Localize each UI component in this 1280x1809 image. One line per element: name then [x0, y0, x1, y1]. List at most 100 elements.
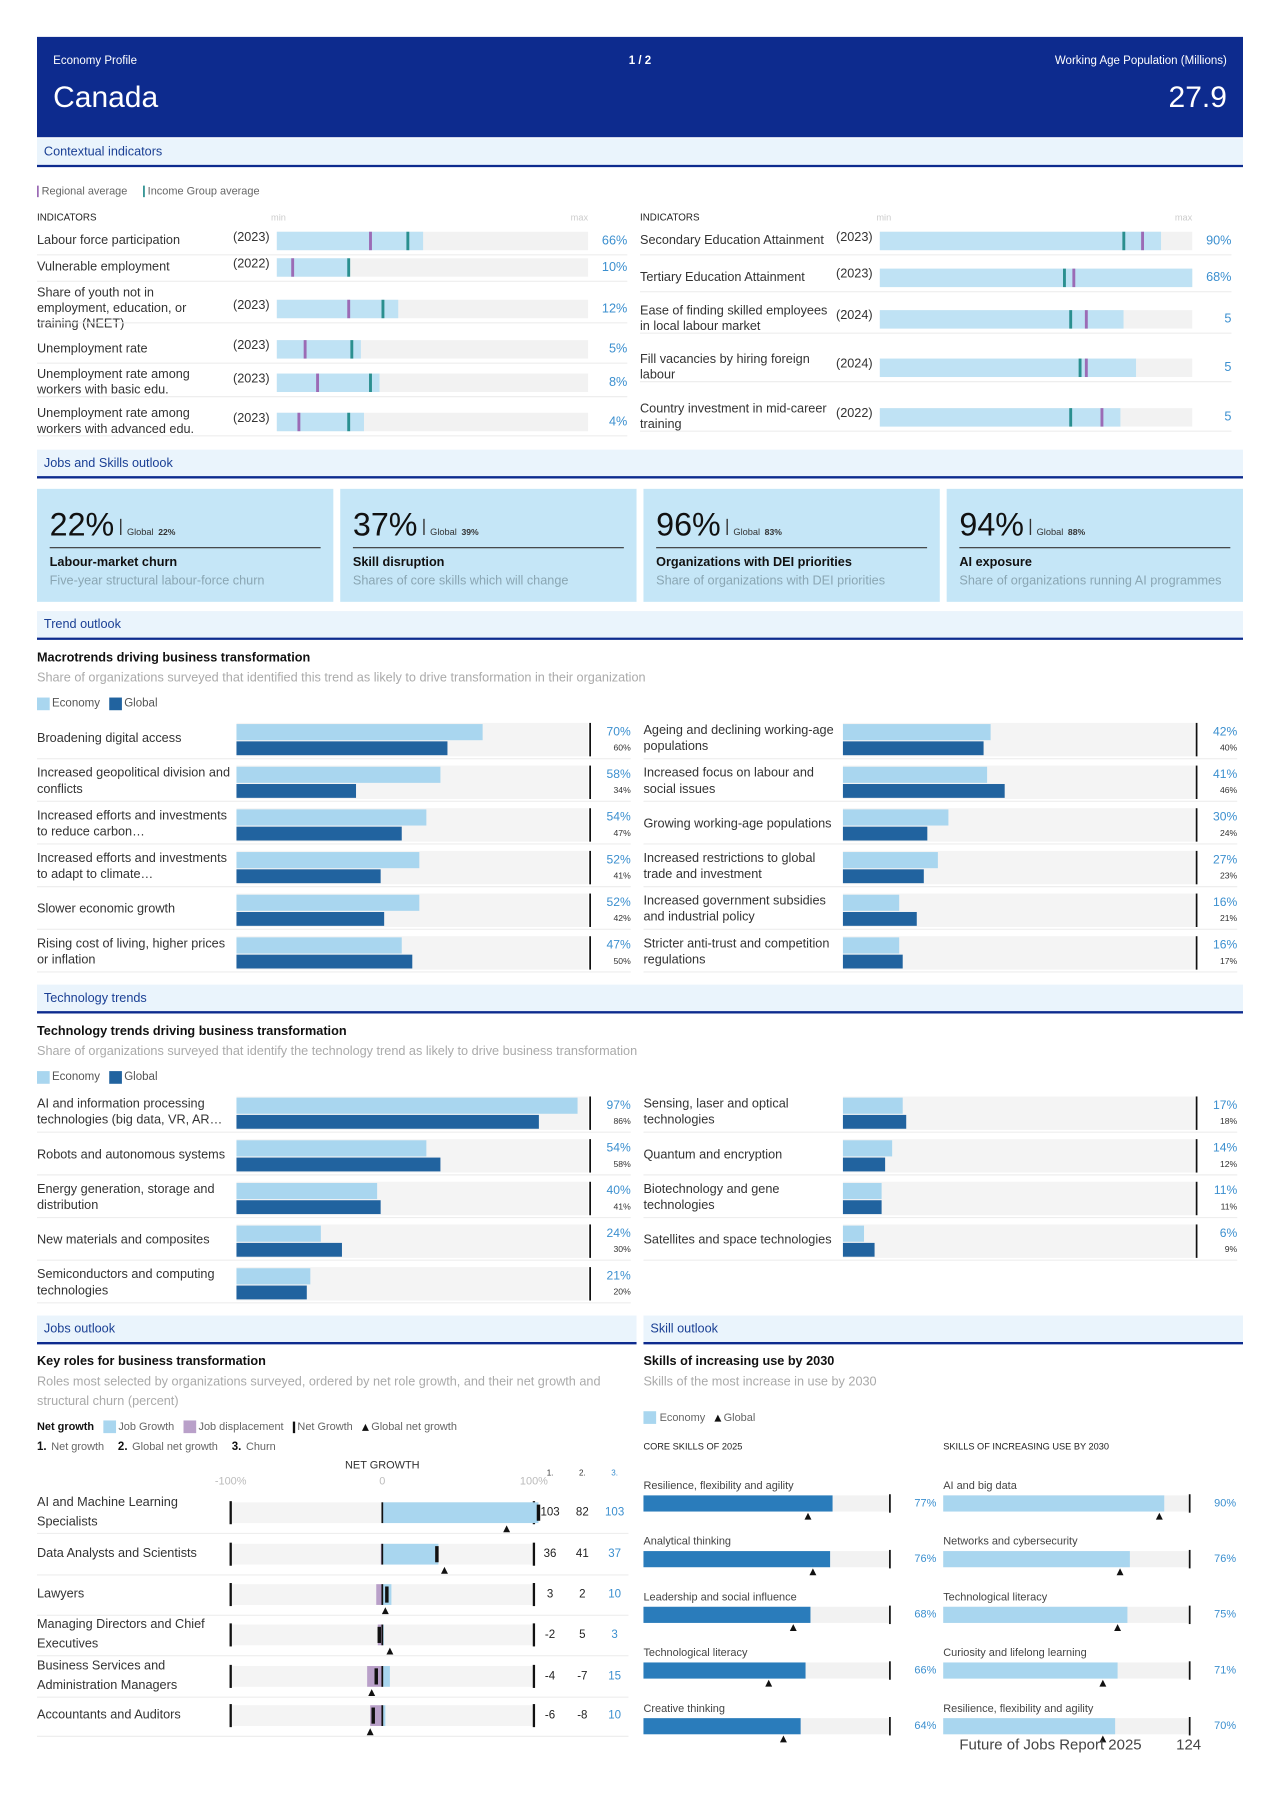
- economy-bar: [236, 1268, 311, 1285]
- card-value: 22%: [50, 506, 115, 542]
- global-marker: [1099, 1679, 1107, 1687]
- label: Working Age Population (Millions): [1055, 55, 1227, 67]
- value-label: 17%: [1220, 956, 1238, 966]
- value-label: 77%: [914, 1497, 936, 1509]
- category-label: Robots and autonomous systems: [37, 1148, 225, 1162]
- legend-swatch: [37, 697, 50, 711]
- value-label: 27%: [1213, 852, 1237, 866]
- indicator-value: 4%: [609, 414, 627, 428]
- key-number: 3.: [232, 1441, 242, 1453]
- column-head: 3.: [611, 1469, 618, 1478]
- global-net-growth: [366, 1728, 374, 1736]
- card-divider: [423, 518, 425, 535]
- global-bar: [842, 1200, 882, 1215]
- axis-end: [532, 1542, 536, 1566]
- max-line: [1195, 1224, 1198, 1258]
- value-label: 42%: [614, 913, 632, 923]
- legend-label: Job Growth: [118, 1421, 174, 1433]
- indicator-bar: [276, 299, 399, 319]
- indicator-bar: [879, 310, 1124, 329]
- category-label: Increased geopolitical division and conf…: [37, 766, 234, 796]
- axis-end: [229, 1664, 232, 1688]
- x-tick-label: 100%: [520, 1475, 548, 1487]
- regional-average: [1072, 268, 1076, 288]
- value-label: 60%: [614, 743, 632, 753]
- value-label: 76%: [914, 1553, 936, 1565]
- category-label: Semiconductors and computing technologie…: [37, 1268, 218, 1298]
- skill-name: Resilience, flexibility and agility: [943, 1703, 1094, 1715]
- card: [946, 488, 1243, 602]
- zero-line: [381, 1705, 384, 1726]
- economy-bar: [842, 724, 991, 741]
- role-number: -7: [577, 1670, 587, 1682]
- role-number: 10: [608, 1710, 621, 1722]
- global-net-growth: [381, 1607, 389, 1615]
- income-group-average: [1069, 310, 1073, 329]
- indicator-year: (2023): [233, 298, 270, 312]
- economy-bar: [236, 894, 420, 911]
- role-name: Managing Directors and Chief Executives: [37, 1617, 208, 1651]
- role-name: Lawyers: [37, 1587, 84, 1601]
- category-label: Increased efforts and investments to red…: [37, 809, 230, 839]
- value-label: 40%: [1220, 743, 1238, 753]
- value-label: 41%: [614, 1201, 632, 1211]
- value-label: 70%: [607, 724, 631, 738]
- value-label: 68%: [914, 1609, 936, 1621]
- category-label: Increased restrictions to global trade a…: [643, 851, 818, 881]
- category-label: Ageing and declining working-age populat…: [643, 723, 837, 753]
- legend-label: Global: [124, 1071, 157, 1083]
- axis-end: [532, 1704, 536, 1728]
- skill-bar: [943, 1495, 1165, 1512]
- card-divider: [726, 518, 728, 535]
- chart-title: Technology trends driving business trans…: [37, 1024, 347, 1038]
- section-bar: [37, 984, 1243, 1013]
- regional-average: [1100, 408, 1104, 427]
- economy-bar: [236, 1097, 578, 1114]
- chart-subtitle: Skills of the most increase in use by 20…: [643, 1375, 876, 1389]
- role-name: Business Services and Administration Man…: [37, 1659, 177, 1693]
- category-label: Growing working-age populations: [643, 817, 831, 831]
- role-name: Data Analysts and Scientists: [37, 1547, 197, 1561]
- max-line: [889, 1494, 891, 1513]
- label: 1 / 2: [629, 55, 651, 67]
- net-growth-tick: [377, 1626, 382, 1643]
- zero-line: [381, 1666, 384, 1687]
- label: INDICATORS: [37, 213, 97, 224]
- job-growth-bar: [382, 1705, 386, 1726]
- skill-name: Networks and cybersecurity: [943, 1536, 1078, 1548]
- max-line: [589, 850, 591, 885]
- max-line: [1195, 1096, 1198, 1130]
- skill-bar: [643, 1495, 833, 1512]
- chart-title: Skills of increasing use by 2030: [643, 1354, 834, 1368]
- value-label: 90%: [1214, 1497, 1236, 1509]
- role-number: 2: [579, 1589, 585, 1601]
- card-value: 37%: [353, 506, 418, 542]
- value-label: 9%: [1225, 1244, 1238, 1254]
- net-growth-tick: [536, 1504, 541, 1521]
- indicator-year: (2024): [836, 357, 873, 371]
- value-label: 58%: [614, 1159, 632, 1169]
- net-growth-tick: [435, 1546, 439, 1563]
- card-description: Five-year structural labour-force churn: [50, 573, 265, 587]
- max-line: [1195, 893, 1198, 927]
- x-tick-label: -100%: [215, 1475, 247, 1487]
- value-label: 52%: [607, 852, 631, 866]
- label: max: [571, 212, 589, 222]
- value-label: 76%: [1214, 1553, 1236, 1565]
- zero-line: [381, 1624, 384, 1646]
- key-number: 1.: [37, 1441, 47, 1453]
- role-number: 103: [540, 1507, 559, 1519]
- zero-line: [381, 1502, 384, 1524]
- category-label: Sensing, laser and optical technologies: [643, 1097, 792, 1127]
- global-bar: [236, 1285, 307, 1300]
- value-label: 34%: [614, 785, 632, 795]
- income-group-average: [1078, 358, 1082, 378]
- legend-net: [292, 1421, 296, 1434]
- skill-name: Leadership and social influence: [643, 1591, 796, 1603]
- indicator-bar: [879, 268, 1193, 288]
- x-tick-label: 0: [379, 1475, 385, 1487]
- section-title: Skill outlook: [650, 1322, 718, 1336]
- card: [37, 488, 334, 602]
- zero-line: [381, 1584, 384, 1605]
